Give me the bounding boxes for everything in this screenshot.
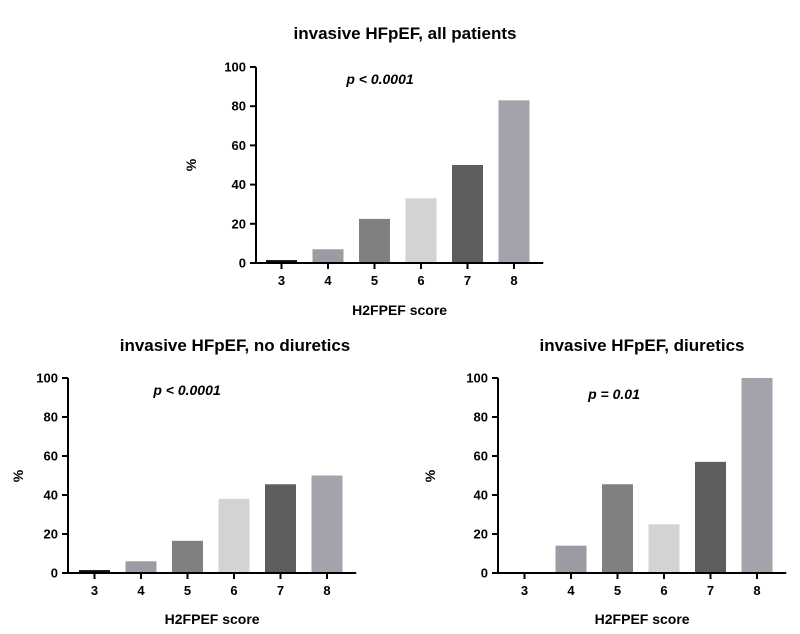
chart-panel-all-patients: invasive HFpEF, all patients 0 20 40 60 80 10… — [183, 24, 544, 318]
x-tick-label: 4 — [137, 583, 145, 598]
x-tick-label: 7 — [277, 583, 284, 598]
x-axis-title: H2FPEF score — [595, 611, 690, 627]
x-tick-label: 6 — [660, 583, 667, 598]
x-tick-label: 7 — [707, 583, 714, 598]
y-tick-label: 80 — [44, 410, 58, 425]
x-tick-label: 8 — [510, 273, 517, 288]
chart-title: invasive HFpEF, all patients — [293, 24, 517, 43]
x-tick-label: 4 — [567, 583, 575, 598]
bar — [266, 260, 297, 263]
y-tick-label: 0 — [481, 566, 488, 581]
x-axis-title: H2FPEF score — [352, 302, 447, 318]
y-tick-label: 100 — [36, 371, 58, 386]
bar-chart-all-patients: 0 20 40 60 80 100 3 4 5 6 7 8 H2FPEF score% p < 0.000… — [183, 60, 544, 318]
x-tick-label: 5 — [371, 273, 378, 288]
p-value-annotation: p < 0.0001 — [152, 382, 221, 398]
x-tick-label: 3 — [278, 273, 285, 288]
p-value-annotation: p < 0.0001 — [345, 71, 414, 87]
y-tick-label: 20 — [44, 527, 58, 542]
y-axis-title: % — [10, 469, 26, 482]
x-tick-label: 5 — [184, 583, 191, 598]
y-tick-label: 0 — [239, 256, 246, 271]
x-tick-label: 3 — [91, 583, 98, 598]
y-tick-label: 0 — [51, 566, 58, 581]
bar — [555, 545, 587, 573]
x-tick-label: 8 — [323, 583, 330, 598]
chart-title: invasive HFpEF, diuretics — [539, 336, 745, 355]
x-tick-label: 5 — [614, 583, 621, 598]
chart-title: invasive HFpEF, no diuretics — [119, 336, 351, 355]
bar — [741, 378, 773, 573]
x-tick-label: 6 — [417, 273, 424, 288]
bar — [125, 561, 157, 573]
y-tick-label: 40 — [44, 488, 58, 503]
x-axis-title: H2FPEF score — [165, 611, 260, 627]
y-tick-label: 100 — [224, 60, 246, 75]
y-tick-label: 100 — [466, 371, 488, 386]
bar — [405, 198, 437, 263]
x-tick-label: 8 — [753, 583, 760, 598]
bar — [311, 475, 343, 573]
y-tick-label: 40 — [474, 488, 488, 503]
p-value-annotation: p = 0.01 — [587, 386, 640, 402]
y-tick-label: 80 — [474, 410, 488, 425]
y-tick-label: 20 — [474, 527, 488, 542]
bar — [602, 484, 633, 573]
bar — [359, 218, 390, 263]
y-axis-title: % — [422, 469, 438, 482]
y-axis-title: % — [183, 158, 199, 171]
y-tick-label: 60 — [474, 449, 488, 464]
x-tick-label: 3 — [521, 583, 528, 598]
bar — [265, 484, 296, 573]
x-tick-label: 6 — [230, 583, 237, 598]
bar — [498, 100, 530, 263]
bar — [312, 249, 344, 263]
y-tick-label: 80 — [232, 99, 246, 114]
y-tick-label: 60 — [44, 449, 58, 464]
bar — [218, 498, 250, 573]
x-tick-label: 7 — [464, 273, 471, 288]
bar — [79, 570, 110, 573]
x-tick-label: 4 — [324, 273, 332, 288]
bar — [452, 165, 483, 263]
y-tick-label: 60 — [232, 138, 246, 153]
bar — [695, 461, 726, 573]
bar — [648, 524, 680, 573]
bar — [172, 540, 203, 573]
y-tick-label: 40 — [232, 177, 246, 192]
y-tick-label: 20 — [232, 216, 246, 231]
